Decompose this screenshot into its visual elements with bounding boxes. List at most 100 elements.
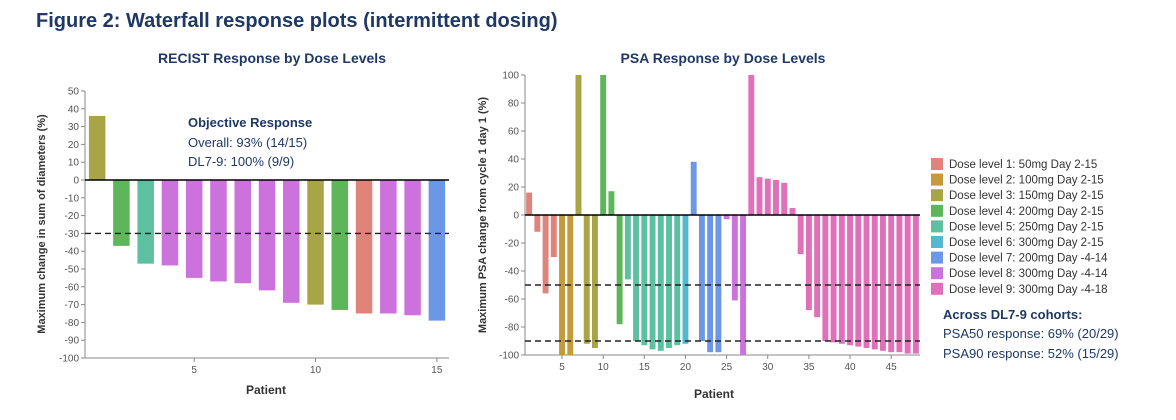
psa-x-tick-label: 35	[803, 362, 815, 373]
recist-bar-patient-15	[428, 180, 446, 321]
psa-y-tick-label: 60	[508, 127, 520, 138]
recist-y-tick-label: -100	[59, 354, 79, 365]
psa-bar-patient-40	[847, 215, 854, 346]
recist-y-tick-label: -80	[65, 318, 80, 329]
psa-bar-patient-12	[616, 215, 623, 325]
legend-label-dose-level-5: Dose level 5: 250mg Day 2-15	[949, 221, 1104, 233]
recist-bar-patient-13	[380, 180, 397, 314]
psa-bar-patient-35	[805, 215, 812, 311]
recist-y-tick-label: 30	[68, 122, 80, 133]
psa-x-tick-label: 40	[844, 362, 856, 373]
psa-x-tick-label: 30	[762, 362, 774, 373]
psa-y-tick-label: 0	[513, 211, 519, 222]
psa-bar-patient-34	[797, 215, 804, 255]
psa-bar-patient-31	[773, 180, 779, 215]
psa-y-tick-label: -80	[505, 323, 520, 334]
psa-annotation-heading: Across DL7-9 cohorts:	[943, 307, 1082, 322]
psa-y-axis-label: Maximum PSA change from cycle 1 day 1 (%…	[477, 97, 489, 334]
recist-y-tick-label: -60	[65, 282, 80, 293]
psa-bar-patient-9	[591, 215, 598, 348]
psa-bar-patient-10	[600, 75, 607, 215]
legend-swatch-dose-level-5	[931, 220, 943, 233]
recist-x-tick-label: 5	[191, 365, 197, 376]
psa-bar-patient-16	[649, 215, 656, 350]
psa-bar-patient-13	[624, 215, 631, 280]
recist-y-tick-label: -20	[65, 211, 80, 222]
psa-bar-patient-38	[830, 215, 837, 343]
legend-label-dose-level-4: Dose level 4: 200mg Day 2-15	[949, 206, 1104, 218]
psa-y-tick-label: -20	[505, 239, 520, 250]
psa-y-tick-label: 40	[508, 155, 520, 166]
psa-y-tick-label: 80	[508, 99, 520, 110]
legend-label-dose-level-7: Dose level 7: 200mg Day -4-14	[949, 253, 1108, 265]
psa-bar-patient-18	[666, 215, 672, 348]
psa-x-tick-label: 15	[639, 362, 651, 373]
legend-swatch-dose-level-7	[931, 251, 943, 264]
psa-x-tick-label: 20	[680, 362, 692, 373]
psa-bar-patient-1	[526, 192, 533, 215]
legend-label-dose-level-1: Dose level 1: 50mg Day 2-15	[949, 159, 1097, 171]
recist-bar-patient-1	[88, 115, 106, 180]
recist-y-tick-label: 10	[68, 158, 80, 169]
figure-title: Figure 2: Waterfall response plots (inte…	[36, 10, 558, 32]
psa-bar-patient-11	[608, 191, 615, 215]
legend-swatch-dose-level-2	[931, 173, 943, 186]
psa50-response-text: PSA50 response: 69% (20/29)	[943, 326, 1119, 341]
psa-x-axis-label: Patient	[694, 387, 734, 401]
recist-y-tick-label: -50	[65, 265, 80, 276]
psa-y-tick-label: 100	[502, 71, 519, 82]
psa-y-tick-label: -40	[505, 267, 520, 278]
legend-swatch-dose-level-9	[931, 282, 943, 295]
recist-y-tick-label: 20	[68, 140, 80, 151]
psa-bar-patient-2	[534, 215, 541, 232]
legend-swatch-dose-level-4	[931, 204, 943, 217]
psa-bar-patient-29	[756, 177, 763, 215]
psa-bar-patient-46	[896, 215, 903, 353]
recist-y-tick-label: 50	[68, 87, 80, 98]
psa-bar-patient-14	[633, 215, 640, 341]
psa-bar-patient-25	[723, 215, 730, 220]
psa90-response-text: PSA90 response: 52% (15/29)	[943, 346, 1119, 361]
legend-label-dose-level-3: Dose level 3: 150mg Day 2-15	[949, 190, 1104, 202]
recist-annotation-line-dl79: DL7-9: 100% (9/9)	[188, 154, 294, 169]
psa-bar-patient-17	[657, 215, 664, 351]
psa-bar-patient-43	[871, 215, 878, 350]
recist-bar-patient-5	[185, 180, 203, 278]
psa-bar-patient-7	[575, 75, 582, 215]
recist-annotation-heading: Objective Response	[188, 115, 312, 130]
recist-chart-title: RECIST Response by Dose Levels	[158, 50, 386, 66]
psa-bar-patient-23	[707, 215, 714, 353]
recist-bar-patient-8	[258, 180, 276, 291]
psa-bar-patient-42	[863, 215, 870, 348]
recist-y-tick-label: -40	[65, 247, 80, 258]
recist-bar-patient-14	[404, 180, 421, 316]
psa-bar-patient-36	[814, 215, 821, 318]
legend-swatch-dose-level-8	[931, 267, 943, 280]
psa-bar-patient-26	[731, 215, 738, 301]
legend-label-dose-level-6: Dose level 6: 300mg Day 2-15	[949, 237, 1104, 249]
legend-label-dose-level-2: Dose level 2: 100mg Day 2-15	[949, 175, 1104, 187]
psa-bar-patient-27	[740, 215, 747, 355]
recist-bar-patient-2	[113, 180, 130, 246]
legend-swatch-dose-level-1	[931, 158, 943, 170]
chart-layer: 50403020100-10-20-30-40-50-60-70-80-90-1…	[59, 71, 1108, 377]
legend-swatch-dose-level-3	[931, 189, 943, 202]
psa-x-tick-label: 25	[721, 362, 733, 373]
recist-y-tick-label: -70	[65, 300, 80, 311]
psa-bar-patient-5	[559, 215, 565, 355]
psa-y-tick-label: 20	[508, 183, 520, 194]
recist-bar-patient-7	[234, 180, 251, 284]
psa-bar-patient-30	[764, 178, 771, 215]
recist-y-tick-label: -90	[65, 336, 80, 347]
psa-bar-patient-8	[583, 215, 590, 344]
recist-bar-patient-12	[355, 180, 373, 314]
psa-bar-patient-22	[698, 215, 705, 341]
psa-x-tick-label: 5	[559, 362, 565, 373]
recist-y-tick-label: -30	[65, 229, 80, 240]
psa-bar-patient-39	[838, 215, 845, 344]
legend-label-dose-level-9: Dose level 9: 300mg Day -4-18	[949, 284, 1108, 296]
psa-bar-patient-20	[682, 215, 689, 344]
psa-y-tick-label: -100	[499, 351, 519, 362]
legend-label-dose-level-8: Dose level 8: 300mg Day -4-14	[949, 268, 1108, 280]
psa-y-tick-label: -60	[505, 295, 520, 306]
